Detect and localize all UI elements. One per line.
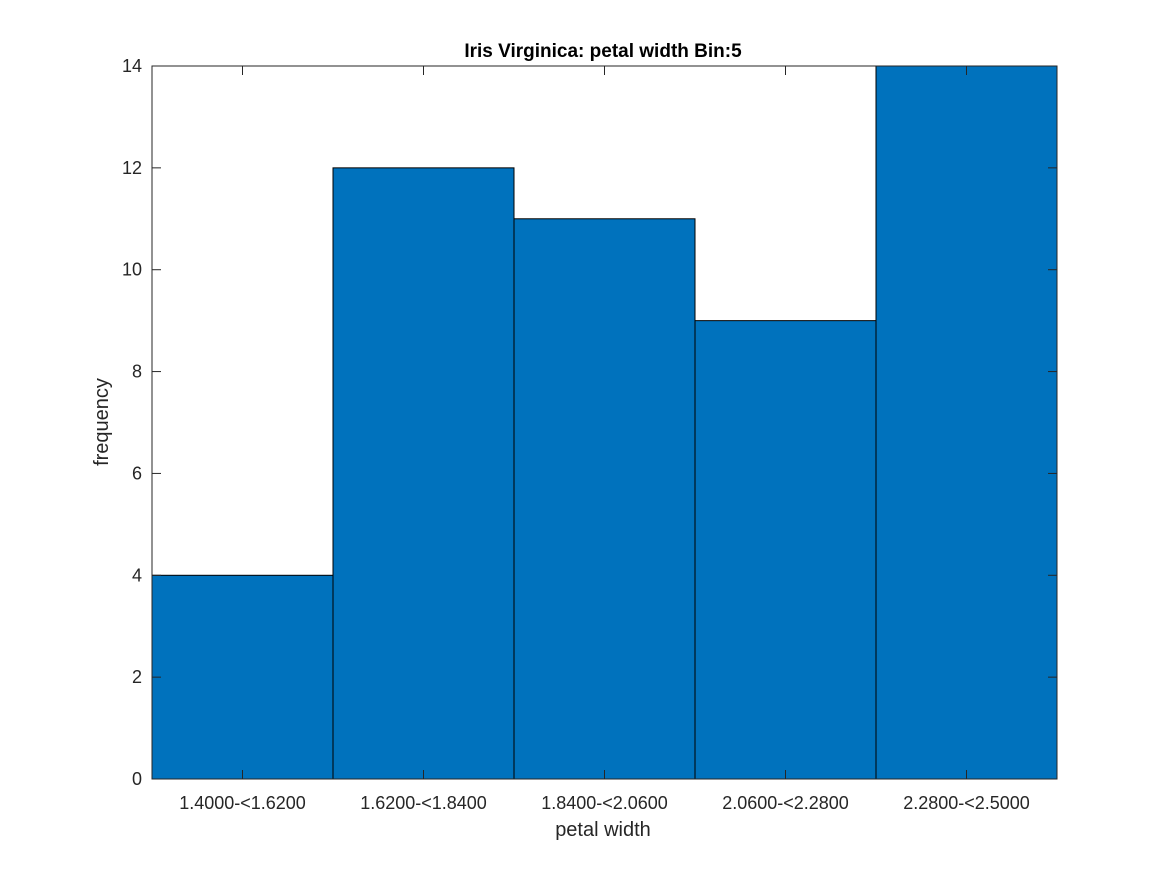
x-tick-label-4: 2.0600-<2.2800: [722, 793, 849, 813]
x-tick-label-5: 2.2800-<2.5000: [903, 793, 1030, 813]
bar-5: [875, 65, 1058, 780]
y-tick-label-7: 12: [122, 158, 142, 178]
x-tick-label-1: 1.4000-<1.6200: [179, 793, 306, 813]
x-tick-label-2: 1.6200-<1.8400: [360, 793, 487, 813]
y-axis-label: frequency: [91, 378, 113, 466]
ticks-layer: [152, 65, 1057, 780]
tick-labels-layer: 1.4000-<1.6200 1.6200-<1.8400 1.8400-<2.06…: [122, 56, 1030, 813]
bar-4: [694, 320, 877, 780]
bar-2: [332, 167, 515, 780]
y-tick-label-2: 2: [132, 667, 142, 687]
y-tick-label-5: 8: [132, 362, 142, 382]
x-axis-label: petal width: [555, 819, 651, 841]
y-tick-label-3: 4: [132, 565, 142, 585]
x-tick-label-3: 1.8400-<2.0600: [541, 793, 668, 813]
y-tick-label-8: 14: [122, 56, 142, 76]
y-tick-label-6: 10: [122, 260, 142, 280]
y-tick-label-4: 6: [132, 463, 142, 483]
y-tick-label-1: 0: [132, 769, 142, 789]
bar-1: [151, 574, 334, 780]
bar-3: [513, 218, 696, 780]
chart-title: Iris Virginica: petal width Bin:5: [464, 41, 742, 62]
bars-layer: [151, 65, 1058, 780]
